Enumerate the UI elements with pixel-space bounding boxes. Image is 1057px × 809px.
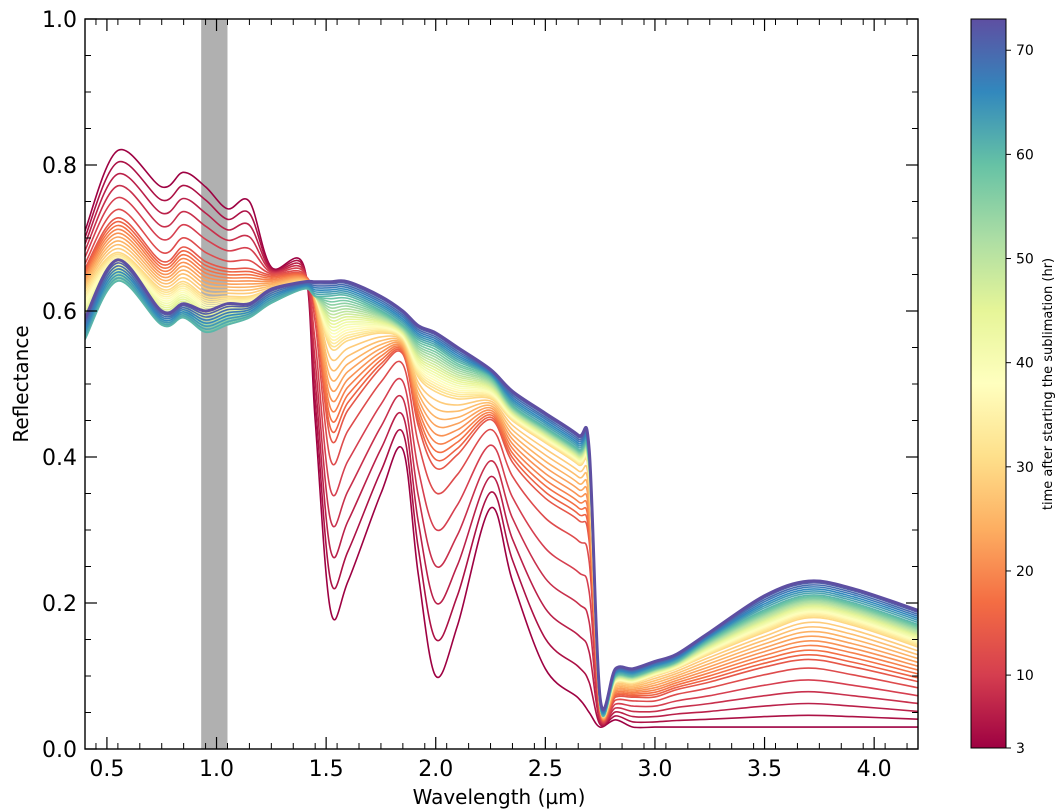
spectrum-line	[85, 184, 918, 725]
y-tick-label: 0.4	[42, 446, 77, 471]
spectrum-line	[85, 268, 918, 713]
spectrum-line	[85, 208, 918, 723]
y-tick-label: 0.0	[42, 738, 77, 763]
colorbar: 3 10 20 30 40 50 60 70 time after starting the …	[970, 18, 1056, 757]
spectrum-line	[85, 236, 918, 720]
colorbar-tick-label: 50	[1016, 252, 1034, 268]
x-tick-label: 1.0	[199, 757, 234, 782]
y-tick-label: 1.0	[42, 8, 77, 33]
spectrum-line	[85, 277, 918, 716]
spectrum-line	[85, 258, 918, 711]
y-axis-label: Reflectance	[9, 325, 33, 442]
shaded-band	[201, 19, 228, 749]
x-tick-label: 4.0	[857, 757, 892, 782]
spectrum-line	[85, 160, 918, 727]
series-layer	[85, 148, 918, 729]
spectrum-line	[85, 173, 918, 726]
y-tick-label: 0.6	[42, 300, 77, 325]
x-tick-label: 3.0	[637, 757, 672, 782]
y-tick-label: 0.2	[42, 592, 77, 617]
spectrum-line	[85, 240, 918, 719]
spectrum-line	[85, 280, 918, 717]
spectrum-line	[85, 274, 918, 715]
colorbar-tick-label: 3	[1016, 741, 1025, 757]
x-tick-label: 2.0	[418, 757, 453, 782]
colorbar-tick-label: 40	[1016, 356, 1034, 372]
x-tick-label: 3.5	[747, 757, 782, 782]
plot-area: 0.5 1.0 1.5 2.0 2.5 3.0 3.5 4.0 0.0 0.2 0.4 0.6 0.8 1…	[42, 8, 919, 782]
x-tick-label: 1.5	[309, 757, 344, 782]
x-tick-label: 0.5	[89, 757, 124, 782]
spectrum-line	[85, 216, 918, 722]
spectrum-line	[85, 220, 918, 722]
spectrum-line	[85, 224, 918, 721]
spectrum-line	[85, 148, 918, 729]
colorbar-gradient	[970, 18, 1007, 749]
spectrum-line	[85, 271, 918, 714]
x-tick-label: 2.5	[528, 757, 563, 782]
tick-layer: 0.5 1.0 1.5 2.0 2.5 3.0 3.5 4.0 0.0 0.2 0.4 0.6 0.8 1…	[42, 8, 918, 782]
spectrum-line	[85, 196, 918, 724]
spectrum-line	[85, 232, 918, 720]
colorbar-ticks: 3 10 20 30 40 50 60 70	[1006, 43, 1034, 757]
colorbar-label: time after starting the sublimation (hr)	[1041, 258, 1056, 510]
spectrum-line	[85, 247, 918, 718]
spectrum-line	[85, 228, 918, 721]
colorbar-tick-label: 30	[1016, 460, 1034, 476]
spectrum-line	[85, 243, 918, 719]
colorbar-tick-label: 20	[1016, 564, 1034, 580]
spectrum-line	[85, 265, 918, 712]
colorbar-tick-label: 60	[1016, 147, 1034, 163]
colorbar-tick-label: 10	[1016, 668, 1034, 684]
colorbar-tick-label: 70	[1016, 43, 1034, 59]
y-tick-label: 0.8	[42, 154, 77, 179]
x-axis-label: Wavelength (µm)	[413, 785, 586, 809]
